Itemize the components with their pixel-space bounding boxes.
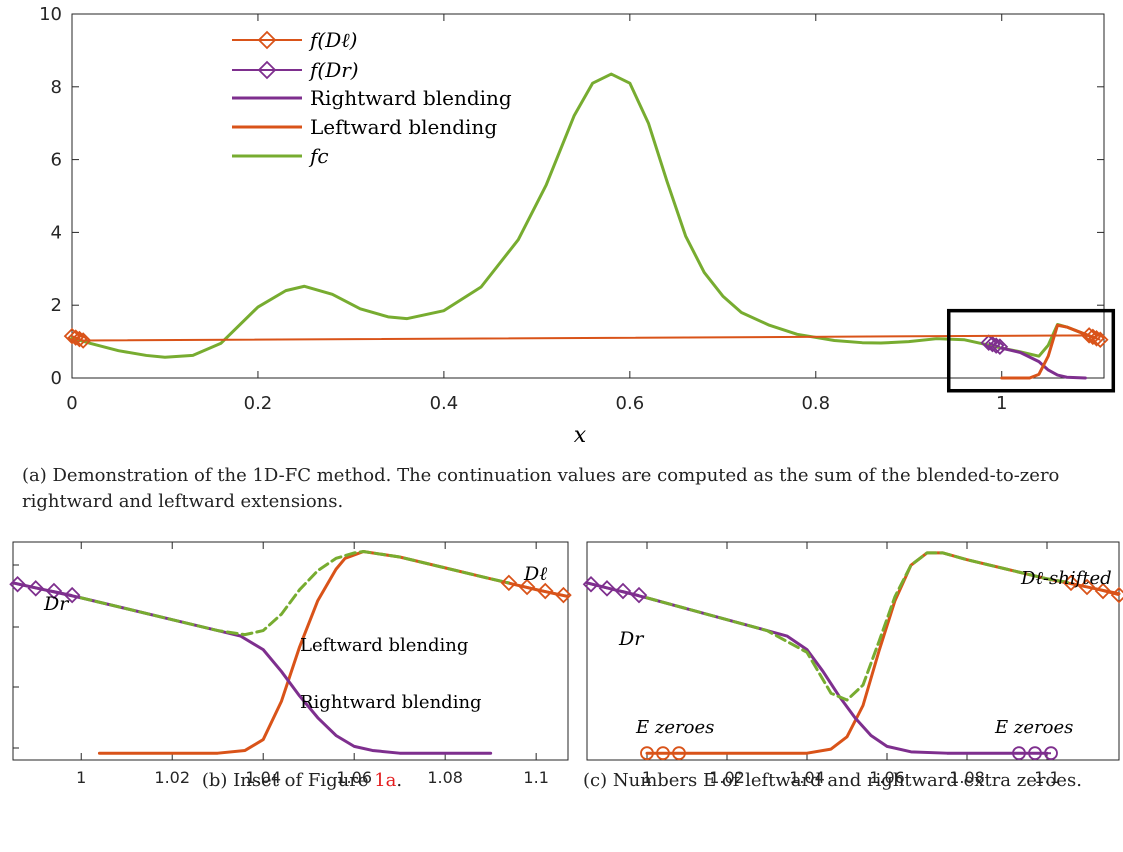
x-tick-label: 0.6 — [616, 393, 645, 414]
x-tick-label: 0.4 — [430, 393, 459, 414]
x-tick-label: 1.1 — [523, 768, 548, 787]
x-tick-label: 1.02 — [709, 768, 745, 787]
chart-b-annotation-rightward: Rightward blending — [300, 692, 482, 713]
line-f-dr- — [988, 341, 1001, 348]
svg-text:Leftward blending: Leftward blending — [310, 115, 497, 139]
legend-item-fc: fc — [232, 144, 329, 168]
x-tick-label: 1 — [642, 768, 652, 787]
x-tick-label: 1.04 — [789, 768, 825, 787]
marker-d-shifted — [1110, 586, 1123, 604]
marker-d- — [536, 582, 554, 600]
caption-b-suffix: . — [396, 770, 403, 791]
chart-b-series — [9, 550, 572, 755]
x-tick-label: 1.08 — [427, 768, 463, 787]
series-rightward-blending — [1000, 346, 1087, 380]
chart-c: 1 1.02 1.04 1.06 1.08 1.1 Dr Dℓ-shifted E zer… — [582, 541, 1123, 787]
marker-d- — [555, 586, 572, 604]
y-tick-label: 0 — [51, 368, 62, 389]
y-tick-label: 2 — [51, 295, 62, 316]
marker-e-zeroes-right — [1028, 746, 1042, 761]
chart-b: 1 1.02 1.04 1.06 1.08 1.1 Leftward blending R… — [9, 541, 572, 787]
marker-dr — [9, 575, 26, 593]
caption-b: (b) Inset of Figure 1a. — [22, 768, 582, 794]
line-d- — [508, 581, 564, 597]
marker-e-zeroes-right — [1044, 746, 1058, 761]
x-tick-label: 0.2 — [244, 393, 273, 414]
chart-a-inset-box — [946, 308, 1116, 393]
y-tick-label: 6 — [51, 150, 62, 171]
marker-dr — [582, 575, 600, 593]
x-tick-label: 1.08 — [949, 768, 985, 787]
marker-dr — [63, 586, 81, 604]
chart-b-x-ticks: 1 1.02 1.04 1.06 1.08 1.1 — [76, 542, 549, 787]
series-leftward-blending — [97, 550, 570, 755]
line-d-shifted — [1070, 581, 1120, 597]
x-tick-label: 1.02 — [154, 768, 190, 787]
x-tick-label: 1.06 — [336, 768, 372, 787]
marker-dr — [27, 580, 45, 597]
chart-c-annotation-ezeros-right: E zeroes — [994, 717, 1073, 738]
marker-dr — [614, 582, 632, 600]
marker-dr — [630, 586, 648, 604]
chart-c-x-ticks: 1 1.02 1.04 1.06 1.08 1.1 — [642, 542, 1060, 787]
chart-a-x-ticks: 0 0.2 0.4 0.6 0.8 1 — [66, 14, 1007, 414]
marker-dr — [598, 580, 616, 597]
chart-a-series — [63, 72, 1109, 380]
series-leftward-blending — [1000, 323, 1097, 380]
x-tick-label: 1.1 — [1034, 768, 1059, 787]
marker-d-shifted — [1062, 574, 1080, 592]
marker-dr — [45, 582, 63, 600]
chart-b-label-dl: Dℓ — [523, 563, 547, 585]
chart-b-annotation-leftward: Leftward blending — [300, 635, 468, 656]
x-tick-label: 1.04 — [245, 768, 281, 787]
chart-a: 0 0.2 0.4 0.6 0.8 1 0 2 4 6 8 10 x f(Dℓ) f(Dr) Rig… — [39, 4, 1116, 448]
marker-e-zeroes-right — [1012, 746, 1026, 761]
y-tick-label: 10 — [39, 4, 62, 25]
chart-a-x-label: x — [574, 423, 587, 448]
marker-d-shifted — [1078, 578, 1096, 596]
caption-c: (c) Numbers E of leftward and rightward … — [583, 770, 1082, 791]
svg-text:f(Dℓ): f(Dℓ) — [308, 28, 357, 52]
chart-c-label-dr: Dr — [618, 628, 645, 650]
marker-d-shifted — [1094, 582, 1112, 600]
x-tick-label: 1 — [76, 768, 86, 787]
x-tick-label: 1 — [996, 393, 1007, 414]
legend-item-leftward: Leftward blending — [232, 115, 497, 139]
svg-text:f(Dr): f(Dr) — [308, 58, 359, 82]
legend-item-fdl: f(Dℓ) — [232, 28, 357, 52]
caption-b-text: (b) Inset of Figure — [201, 770, 375, 791]
y-tick-label: 4 — [51, 222, 62, 243]
line-f-d- — [71, 334, 1101, 342]
marker-e-zeroes-left — [656, 746, 670, 761]
chart-a-y-ticks: 0 2 4 6 8 10 — [39, 4, 1104, 389]
chart-c-frame — [586, 541, 1120, 761]
marker-d- — [500, 574, 518, 592]
chart-a-frame — [71, 13, 1105, 379]
legend-item-fdr: f(Dr) — [232, 58, 359, 82]
marker-e-zeroes-left — [672, 746, 686, 761]
chart-c-series — [582, 551, 1123, 761]
series-rightward-blending — [11, 581, 493, 755]
legend-item-rightward: Rightward blending — [232, 86, 512, 110]
svg-text:Rightward blending: Rightward blending — [310, 86, 512, 110]
series-fc — [70, 72, 1097, 359]
chart-b-label-dr: Dr — [43, 593, 70, 615]
marker-d- — [518, 578, 536, 596]
chart-b-frame — [12, 541, 569, 761]
marker-e-zeroes-left — [640, 746, 654, 761]
x-tick-label: 0.8 — [801, 393, 830, 414]
chart-a-legend: f(Dℓ) f(Dr) Rightward blending Leftward … — [232, 28, 512, 168]
x-tick-label: 0 — [66, 393, 77, 414]
caption-b-figure-link[interactable]: 1a — [374, 770, 397, 791]
line-dr — [590, 583, 640, 597]
chart-c-label-dl-shifted: Dℓ-shifted — [1020, 568, 1112, 589]
x-tick-label: 1.06 — [869, 768, 905, 787]
series-fc — [645, 551, 1073, 702]
line-dr — [17, 583, 73, 597]
chart-c-annotation-ezeros-left: E zeroes — [635, 717, 714, 738]
y-tick-label: 8 — [51, 77, 62, 98]
series-fc — [79, 550, 511, 637]
caption-a: (a) Demonstration of the 1D-FC method. T… — [22, 465, 1060, 512]
svg-text:fc: fc — [308, 144, 329, 168]
